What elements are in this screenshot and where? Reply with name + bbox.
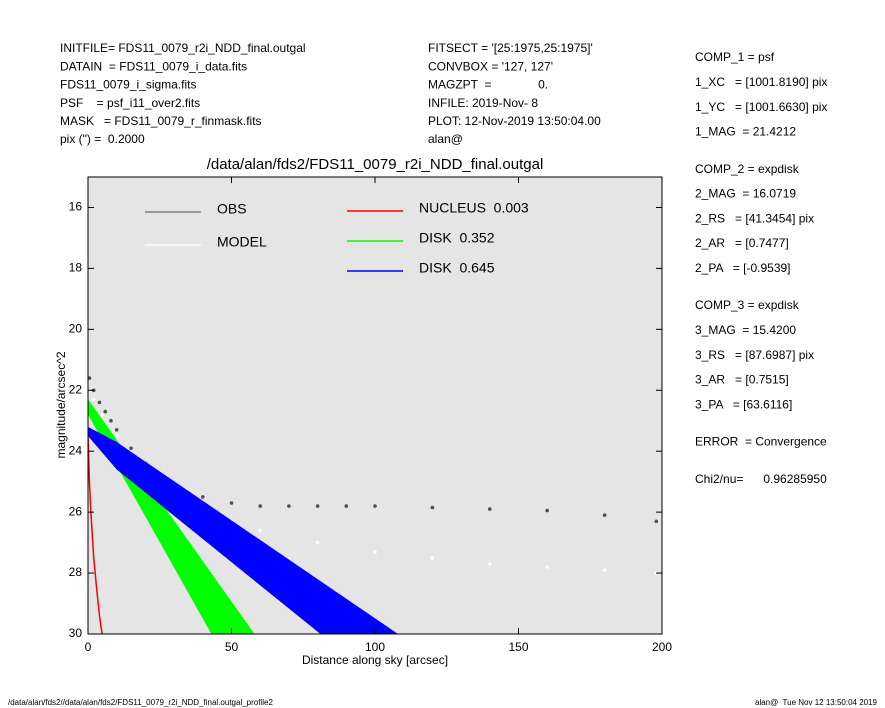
y-tick-label: 30 — [69, 626, 83, 640]
data-point — [430, 556, 435, 560]
fit-parameter: 3_PA = [63.6116] — [695, 397, 792, 411]
data-point — [88, 376, 92, 380]
y-tick-label: 24 — [69, 443, 83, 457]
data-point — [114, 428, 119, 432]
data-point — [602, 568, 607, 572]
fit-parameter: Chi2/nu= 0.96285950 — [695, 472, 827, 486]
data-point — [97, 400, 102, 405]
chart-title: /data/alan/fds2/FDS11_0079_r2i_NDD_final… — [207, 156, 544, 173]
legend-label: DISK 0.352 — [419, 230, 495, 246]
legend-label: DISK 0.645 — [419, 260, 495, 276]
y-tick-label: 22 — [69, 382, 83, 396]
x-tick-label: 100 — [365, 640, 385, 654]
header-line: CONVBOX = '127, 127' — [428, 59, 553, 73]
legend-label: MODEL — [217, 234, 267, 250]
fit-parameter: COMP_1 = psf — [695, 50, 775, 64]
fit-parameter: 3_RS = [87.6987] pix — [695, 348, 814, 362]
data-point — [129, 446, 133, 450]
data-point — [201, 495, 205, 499]
data-point — [488, 562, 492, 566]
header-line: alan@ — [428, 132, 463, 146]
footer-right: alan@ Tue Nov 12 13:50:04 2019 — [755, 698, 878, 707]
data-point — [545, 565, 549, 569]
fit-parameter: 3_MAG = 15.4200 — [695, 323, 796, 337]
data-point — [315, 540, 320, 545]
data-point — [229, 501, 234, 505]
y-tick-label: 28 — [69, 565, 83, 579]
data-point — [430, 505, 435, 510]
data-point — [344, 504, 349, 508]
data-point — [258, 504, 263, 508]
x-tick-label: 200 — [652, 640, 672, 654]
x-tick-label: 0 — [85, 640, 92, 654]
plot-content — [88, 376, 659, 634]
fit-parameter: 2_AR = [0.7477] — [695, 236, 789, 250]
x-tick-label: 150 — [508, 640, 528, 654]
footer-left: /data/alan/fds2//data/alan/fds2/FDS11_00… — [8, 698, 273, 707]
data-point — [373, 549, 377, 554]
fit-parameter: COMP_3 = expdisk — [695, 298, 800, 312]
data-point — [287, 504, 291, 508]
legend-label: NUCLEUS 0.003 — [419, 200, 529, 216]
fit-parameter: 2_PA = [-0.9539] — [695, 261, 791, 275]
y-axis-label: magnitude/arcsec^2 — [54, 351, 68, 458]
header-line: DATAIN = FDS11_0079_i_data.fits — [60, 59, 247, 73]
header-line: FDS11_0079_i_sigma.fits — [60, 78, 197, 92]
data-point — [114, 434, 119, 438]
fit-parameter: 1_YC = [1001.6630] pix — [695, 100, 827, 114]
data-point — [258, 528, 263, 533]
header-line: FITSECT = '[25:1975,25:1975]' — [428, 41, 593, 55]
component-band — [88, 426, 398, 634]
data-point — [488, 507, 492, 511]
header-line: PSF = psf_i11_over2.fits — [60, 96, 200, 110]
y-tick-label: 20 — [69, 322, 83, 336]
data-point — [91, 397, 96, 402]
legend-label: OBS — [217, 201, 247, 217]
x-axis-label: Distance along sky [arcsec] — [302, 653, 448, 667]
fit-parameter: ERROR = Convergence — [695, 435, 827, 449]
fit-parameter: COMP_2 = expdisk — [695, 162, 800, 176]
data-point — [100, 412, 105, 417]
profile-line — [88, 435, 103, 634]
header-line: INFILE: 2019-Nov- 8 — [428, 96, 538, 110]
data-point — [654, 519, 659, 524]
data-point — [103, 409, 108, 414]
data-point — [315, 504, 320, 508]
header-line: MAGZPT = 0. — [428, 78, 548, 92]
fit-parameter: 1_MAG = 21.4212 — [695, 125, 796, 139]
fit-parameter: 2_RS = [41.3454] pix — [695, 211, 814, 225]
data-point — [545, 508, 549, 513]
fit-parameter: 1_XC = [1001.8190] pix — [695, 75, 827, 89]
y-tick-label: 16 — [69, 200, 83, 214]
y-tick-label: 26 — [69, 504, 83, 518]
fit-parameter: 2_MAG = 16.0719 — [695, 187, 796, 201]
fit-parameter: 3_AR = [0.7515] — [695, 373, 789, 387]
data-point — [602, 513, 607, 517]
header-line: INITFILE= FDS11_0079_r2i_NDD_final.outga… — [60, 41, 306, 55]
header-line: pix (") = 0.2000 — [60, 132, 145, 146]
data-point — [373, 504, 377, 508]
header-line: MASK = FDS11_0079_r_finmask.fits — [60, 114, 262, 128]
y-tick-label: 18 — [69, 261, 83, 275]
data-point — [109, 418, 113, 423]
header-line: PLOT: 12-Nov-2019 13:50:04.00 — [428, 114, 601, 128]
x-tick-label: 50 — [225, 640, 239, 654]
component-band — [88, 399, 255, 634]
